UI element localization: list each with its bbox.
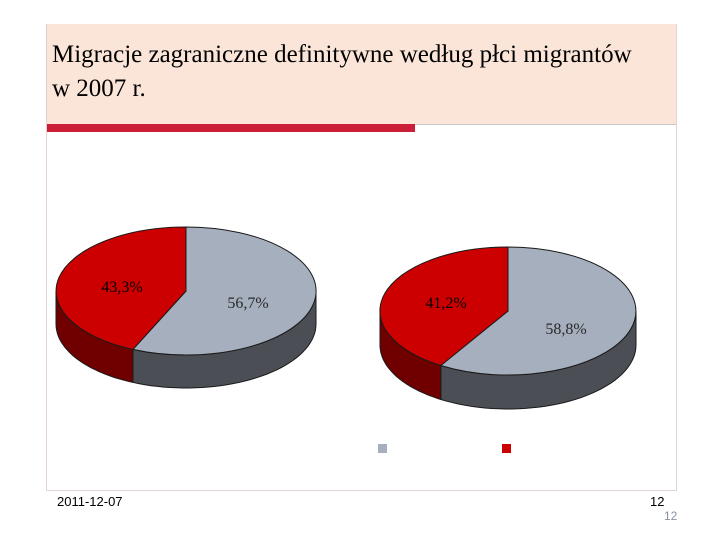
footer-rule [46, 490, 677, 491]
slide-frame-left [46, 24, 47, 490]
data-label-male: 58,8% [545, 321, 586, 338]
title-box [47, 24, 676, 124]
legend-swatch-female [502, 444, 511, 453]
pie-slice-male [131, 226, 317, 356]
footer-date: 2011-12-07 [57, 494, 123, 509]
title-rule [415, 124, 676, 125]
pie-chart-imigracja: 56,7% 43,3% Imigracja [55, 177, 317, 389]
legend-label-female: Kobiety [515, 441, 559, 456]
slide-title: Migracje zagraniczne definitywne według … [52, 41, 632, 102]
page-number-secondary: 12 [664, 509, 678, 523]
chart-title: Imigracja [120, 177, 252, 210]
chart-legend: Mężczyźni Kobiety [378, 441, 559, 456]
data-label-female: 43,3% [101, 279, 142, 296]
legend-swatch-male [378, 444, 387, 453]
pie-slice-female [55, 226, 187, 350]
chart-title: Emigracja [440, 177, 584, 210]
legend-label-male: Mężczyźni [391, 441, 452, 456]
slide-frame-right [676, 24, 677, 490]
data-label-female: 41,2% [425, 295, 466, 312]
data-label-male: 56,7% [227, 295, 268, 312]
title-accent-bar [47, 124, 415, 132]
pie-chart-emigracja: 58,8% 41,2% Emigracja [379, 177, 637, 410]
page-number: 12 [650, 494, 665, 509]
pie-slice-female [379, 246, 509, 367]
pie-slice-male [439, 246, 637, 376]
